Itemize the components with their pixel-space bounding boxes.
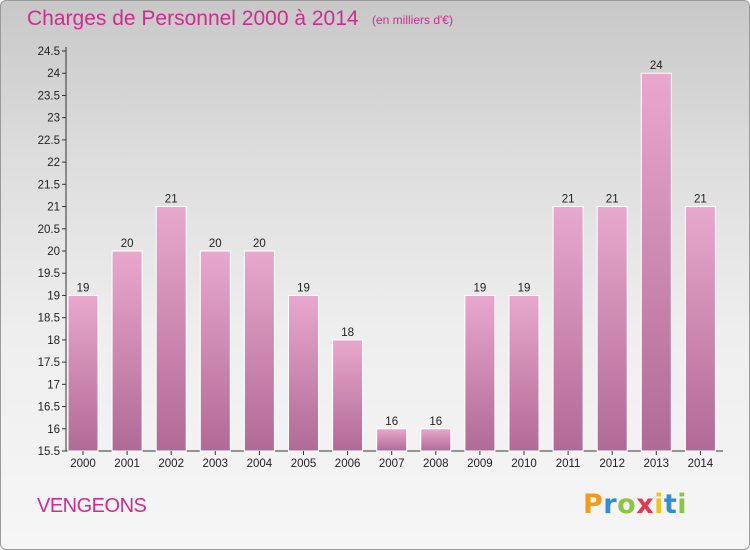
bar-value-label: 21 [165,194,178,206]
chart-subtitle: (en milliers d'€) [372,13,453,27]
x-tick-label: 2010 [511,458,537,470]
y-tick-label: 17.5 [38,357,60,369]
proxiti-logo-letter: i [654,489,664,520]
bar-value-label: 19 [518,282,531,294]
bar [464,294,496,452]
y-tick-label: 22 [47,157,60,169]
bar [243,250,275,452]
proxiti-logo: Proxiti [583,489,687,520]
y-tick-label: 16.5 [38,402,60,414]
proxiti-logo-letter: P [583,489,604,520]
bar [684,206,716,452]
bar [420,428,452,452]
bar [596,206,628,452]
proxiti-logo-letter: i [677,489,688,520]
bar-value-label: 19 [297,282,310,294]
bar [552,206,584,452]
x-tick-label: 2007 [379,458,405,470]
bar [376,428,408,452]
y-tick-label: 21 [47,202,60,214]
bar [640,72,672,452]
bar [199,250,231,452]
y-tick-label: 19 [47,290,60,302]
bar-value-label: 19 [474,282,487,294]
y-tick-label: 24.5 [38,46,60,58]
proxiti-logo-letter: o [617,489,637,520]
bar-value-label: 21 [694,194,707,206]
bar-value-label: 24 [650,60,663,72]
proxiti-logo-letter: r [603,489,618,520]
x-tick-label: 2004 [247,458,273,470]
x-tick-label: 2005 [291,458,317,470]
y-tick-label: 18.5 [38,313,60,325]
x-tick-label: 2013 [644,458,670,470]
chart-title: Charges de Personnel 2000 à 2014 [27,7,359,30]
x-tick-label: 2006 [335,458,361,470]
bar [332,339,364,452]
x-tick-label: 2012 [599,458,625,470]
x-tick-label: 2001 [114,458,140,470]
y-tick-label: 22.5 [38,135,60,147]
x-tick-label: 2014 [688,458,714,470]
proxiti-logo-letter: x [636,489,655,520]
bar-value-label: 18 [341,327,354,339]
x-tick-label: 2003 [203,458,229,470]
y-tick-label: 20.5 [38,224,60,236]
bar-value-label: 20 [121,238,134,250]
y-tick-label: 20 [47,246,60,258]
commune-name: VENGEONS [37,495,147,517]
x-tick-label: 2002 [158,458,184,470]
bar-value-label: 21 [562,194,575,206]
proxiti-logo-letter: t [663,489,678,520]
bar-value-label: 19 [77,282,90,294]
y-tick-label: 23 [47,113,60,125]
bar [155,206,187,452]
y-tick-label: 19.5 [38,268,60,280]
bar [111,250,143,452]
y-tick-label: 16 [47,424,60,436]
x-tick-label: 2009 [467,458,493,470]
bar [67,294,99,452]
bar-value-label: 20 [209,238,222,250]
y-tick-label: 17 [47,379,60,391]
y-tick-label: 24 [47,68,60,80]
bar-value-label: 21 [606,194,619,206]
x-tick-label: 2011 [556,458,581,470]
y-tick-label: 18 [47,335,60,347]
y-tick-label: 21.5 [38,179,60,191]
bar [288,294,319,452]
bar-value-label: 16 [385,416,398,428]
bar [508,294,540,452]
y-tick-label: 15.5 [38,446,60,458]
x-tick-label: 2000 [70,458,96,470]
y-tick-label: 23.5 [38,90,60,102]
bar-value-label: 20 [253,238,266,250]
bar-value-label: 16 [429,416,442,428]
x-tick-label: 2008 [423,458,449,470]
